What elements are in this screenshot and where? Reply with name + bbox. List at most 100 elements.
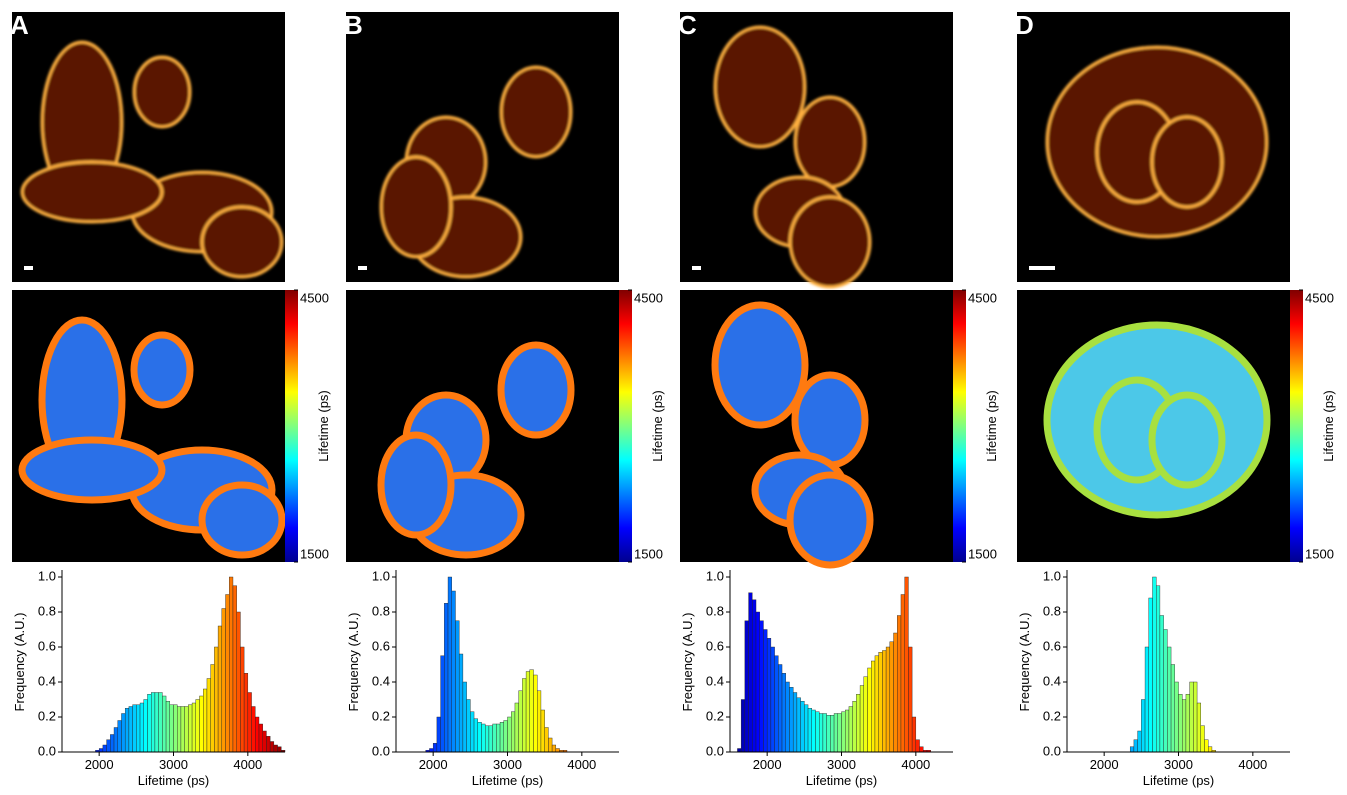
bar: [511, 711, 516, 753]
bar: [1193, 681, 1198, 753]
bar: [1196, 702, 1202, 753]
colorbar-tick-label: 1500: [968, 546, 997, 561]
cell: [20, 160, 164, 224]
bar: [1167, 646, 1172, 753]
scale-bar: [24, 266, 33, 270]
bar: [845, 709, 850, 753]
bar: [841, 711, 846, 753]
bar: [871, 660, 876, 753]
bar: [785, 681, 790, 753]
colorbar-tick-label: 4500: [300, 290, 329, 305]
bar: [165, 701, 170, 753]
bar: [904, 576, 909, 753]
cell: [1150, 115, 1224, 209]
cell: [499, 65, 573, 159]
x-tick-label: 3000: [1164, 757, 1193, 772]
bar: [203, 688, 208, 753]
bar: [752, 599, 757, 753]
bar: [229, 576, 234, 753]
bar: [1133, 739, 1138, 753]
bar: [774, 655, 779, 753]
bar: [121, 713, 126, 753]
y-tick-label: 1.0: [38, 568, 56, 583]
bar: [277, 746, 282, 753]
colorbar-tick-label: 1500: [300, 546, 329, 561]
bar: [867, 667, 872, 753]
bar: [740, 699, 746, 753]
bar: [503, 720, 508, 753]
bar: [1204, 739, 1209, 753]
cell: [200, 205, 284, 279]
x-tick-label: 4000: [233, 757, 262, 772]
bar: [191, 702, 196, 753]
bar: [470, 711, 475, 753]
bar: [432, 743, 438, 753]
bar: [251, 706, 256, 753]
colorbar: [619, 290, 632, 562]
bar: [882, 650, 887, 753]
bar: [1148, 597, 1153, 753]
bar: [132, 704, 137, 753]
panel-label: C: [678, 10, 697, 40]
x-tick-label: 3000: [159, 757, 188, 772]
bar: [1170, 664, 1175, 753]
colorbar-label: Lifetime (ps): [316, 390, 331, 462]
bar: [273, 744, 278, 753]
x-axis-label: Lifetime (ps): [1143, 773, 1215, 788]
bar: [1182, 699, 1187, 753]
y-tick-label: 0.0: [706, 743, 724, 758]
bar: [98, 748, 104, 753]
bar: [243, 673, 249, 753]
flim-cell: [18, 436, 166, 504]
bar: [551, 744, 557, 753]
x-tick-label: 3000: [493, 757, 522, 772]
bar: [878, 652, 883, 753]
flim-cell: [377, 431, 455, 539]
colorbar-tick-label: 1500: [1305, 546, 1334, 561]
bar: [1163, 629, 1168, 753]
bar: [893, 632, 898, 753]
bar: [544, 727, 549, 753]
bar: [837, 713, 842, 753]
panel-label: D: [1015, 10, 1034, 40]
bar: [150, 692, 156, 753]
bar: [1185, 694, 1190, 753]
bar: [158, 692, 163, 753]
bar: [770, 646, 775, 753]
bar: [1137, 730, 1142, 753]
bar: [124, 708, 130, 753]
bar: [258, 723, 263, 753]
bar: [444, 603, 449, 753]
bar: [826, 715, 831, 753]
x-axis-label: Lifetime (ps): [806, 773, 878, 788]
bar: [908, 646, 913, 753]
bar: [217, 625, 223, 753]
bar: [429, 748, 434, 753]
flim-cell: [711, 301, 809, 429]
y-tick-label: 0.6: [1043, 638, 1061, 653]
bar: [555, 748, 560, 753]
colorbar: [953, 290, 966, 562]
y-tick-label: 0.0: [38, 743, 56, 758]
cells: [1045, 45, 1269, 239]
y-tick-label: 1.0: [372, 568, 390, 583]
bar: [897, 615, 902, 753]
bar: [162, 695, 167, 753]
x-tick-label: 2000: [1090, 757, 1119, 772]
bar: [462, 681, 467, 753]
bar: [1189, 681, 1194, 753]
y-tick-label: 0.4: [1043, 673, 1061, 688]
bar: [748, 592, 753, 753]
y-tick-label: 0.6: [38, 638, 56, 653]
bar: [206, 678, 211, 753]
colorbar-label: Lifetime (ps): [1321, 390, 1336, 462]
bar: [1200, 725, 1205, 753]
x-tick-label: 3000: [827, 757, 856, 772]
bar: [139, 702, 144, 753]
bar: [1144, 646, 1149, 753]
scale-bar: [358, 266, 367, 270]
bar: [766, 638, 772, 753]
bar: [199, 695, 204, 753]
y-tick-label: 0.4: [38, 673, 56, 688]
y-tick-label: 0.6: [706, 638, 724, 653]
